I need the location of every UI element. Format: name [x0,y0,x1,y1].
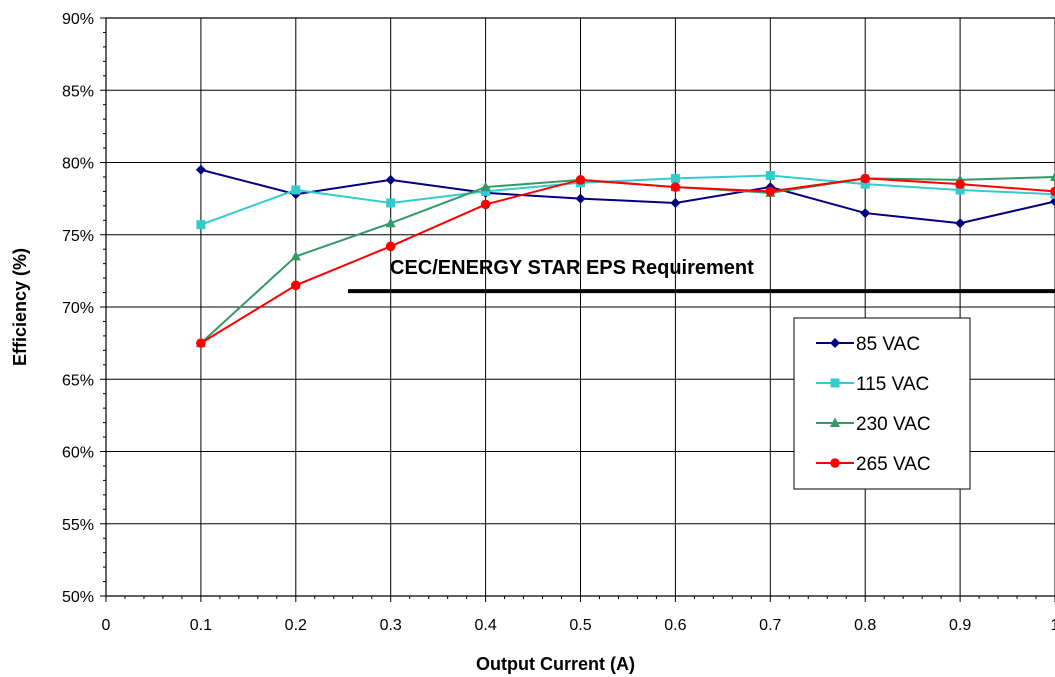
y-tick-label: 65% [62,372,94,389]
data-point [1050,171,1055,181]
y-tick-label: 50% [62,589,94,606]
data-point [1050,196,1055,207]
data-point [195,164,206,175]
data-point [860,179,870,189]
data-point [196,220,206,230]
axes [100,17,1055,602]
data-point [196,338,206,348]
data-point [385,241,396,252]
data-point [860,173,870,184]
y-tick-label: 60% [62,445,94,462]
x-tick-label: 0.1 [190,617,212,634]
legend-entry: 265 VAC [816,454,931,475]
data-point [670,182,681,192]
data-point [481,186,491,196]
legend-marker [830,458,840,468]
data-point [575,175,586,185]
series-group [195,164,1055,348]
legend-marker [830,338,840,348]
legend-label: 85 VAC [856,334,920,355]
x-tick-label: 0.7 [759,617,781,634]
data-point [291,280,301,291]
x-tick-label: 0.3 [380,617,402,634]
x-tick-label: 0.9 [949,617,971,634]
legend-entry: 85 VAC [816,334,920,355]
y-axis-title: Efficiency (%) [10,248,30,366]
legend-marker [830,417,840,427]
x-tick-labels: 0 0.1 0.2 0.3 0.4 0.5 0.6 0.7 0.8 0.9 1 [102,617,1055,634]
legend-label: 115 VAC [856,374,929,395]
legend-label: 230 VAC [856,414,931,435]
data-point [575,193,586,204]
y-tick-label: 75% [62,228,94,245]
legend: 85 VAC 115 VAC 230 VAC 265 VAC [793,317,971,490]
data-point [955,179,965,189]
x-tick-label: 0.8 [854,617,876,634]
series-265-vac [196,173,1055,348]
y-tick-labels: 50% 55% 60% 65% 70% 75% 80% 85% 90% [62,11,94,606]
x-tick-label: 0.6 [664,617,686,634]
data-point [1050,186,1055,197]
grid-lines [106,18,1055,596]
data-point [290,250,301,261]
data-point [386,198,396,208]
x-tick-label: 1 [1051,617,1055,634]
data-point [480,181,491,192]
data-point [670,197,681,208]
data-point [765,171,775,181]
series-line [200,174,1055,226]
series-line [200,168,1055,225]
annotation-group: CEC/ENERGY STAR EPS Requirement [347,257,1055,294]
x-tick-label: 0.4 [474,617,496,634]
data-point [385,217,396,228]
legend-label: 265 VAC [856,454,931,475]
x-tick-label: 0 [102,617,111,634]
y-tick-label: 70% [62,300,94,317]
data-point [385,174,396,185]
data-point [860,208,871,219]
legend-entry: 115 VAC [816,374,929,395]
data-point [670,173,680,183]
x-tick-label: 0.2 [285,617,307,634]
data-point [955,218,966,229]
legend-entry: 230 VAC [816,414,931,435]
data-point [765,186,776,197]
requirement-label: CEC/ENERGY STAR EPS Requirement [390,257,754,279]
y-tick-label: 80% [62,156,94,173]
x-tick-label: 0.5 [569,617,591,634]
y-tick-label: 85% [62,83,94,100]
x-axis-title: Output Current (A) [476,654,635,674]
legend-box [793,317,971,490]
y-tick-label: 90% [62,11,94,28]
data-point [291,185,301,195]
legend-marker [830,378,840,388]
series-line [200,177,1055,344]
y-tick-label: 55% [62,517,94,534]
data-point [955,185,965,195]
data-point [480,199,491,210]
